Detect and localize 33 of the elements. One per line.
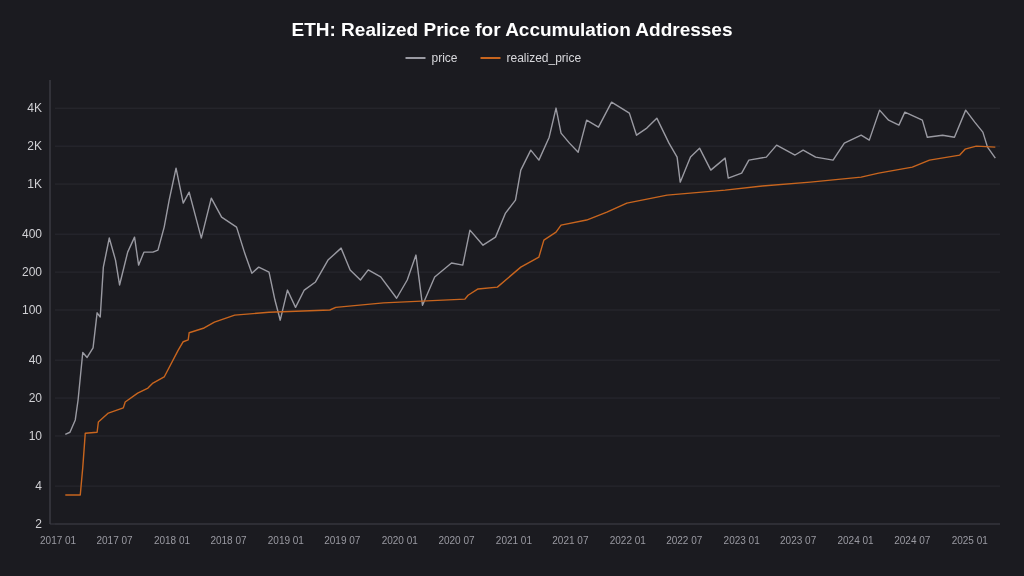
x-tick-label: 2017 01	[40, 535, 77, 546]
chart-title: ETH: Realized Price for Accumulation Addresses	[291, 19, 733, 40]
y-tick-label: 2	[35, 517, 43, 531]
x-tick-label: 2017 07	[96, 535, 134, 546]
y-tick-label: 200	[21, 265, 43, 280]
x-tick-label: 2020 01	[381, 535, 419, 546]
y-tick-label: 20	[28, 391, 43, 406]
x-tick-label: 2024 07	[894, 535, 931, 546]
line-series	[64, 101, 997, 436]
x-tick-label: 2021 01	[495, 535, 533, 546]
y-tick-label: 40	[28, 353, 43, 368]
x-tick-label: 2025 01	[951, 535, 989, 546]
y-tick-label: 400	[21, 227, 43, 242]
x-tick-label: 2023 01	[723, 535, 761, 546]
y-tick-label: 4	[35, 479, 43, 494]
y-tick-label: 100	[21, 303, 43, 317]
x-tick-label: 2023 07	[780, 535, 817, 546]
legend-label: price	[431, 51, 458, 65]
x-tick-label: 2018 01	[153, 535, 191, 546]
y-tick-label: 1K	[27, 177, 42, 192]
x-tick-label: 2024 01	[837, 535, 875, 546]
x-tick-label: 2020 07	[438, 535, 476, 546]
x-tick-label: 2021 07	[552, 535, 589, 546]
x-tick-label: 2018 07	[210, 535, 247, 546]
x-tick-label: 2022 07	[666, 535, 703, 546]
line-series	[64, 145, 997, 496]
legend-label: realized_price	[506, 51, 582, 65]
y-tick-label: 2K	[27, 139, 42, 154]
x-tick-label: 2022 01	[609, 535, 647, 546]
x-tick-label: 2019 01	[267, 535, 305, 546]
y-tick-label: 10	[28, 428, 43, 443]
x-tick-label: 2019 07	[324, 535, 361, 546]
y-tick-label: 4K	[27, 101, 42, 116]
